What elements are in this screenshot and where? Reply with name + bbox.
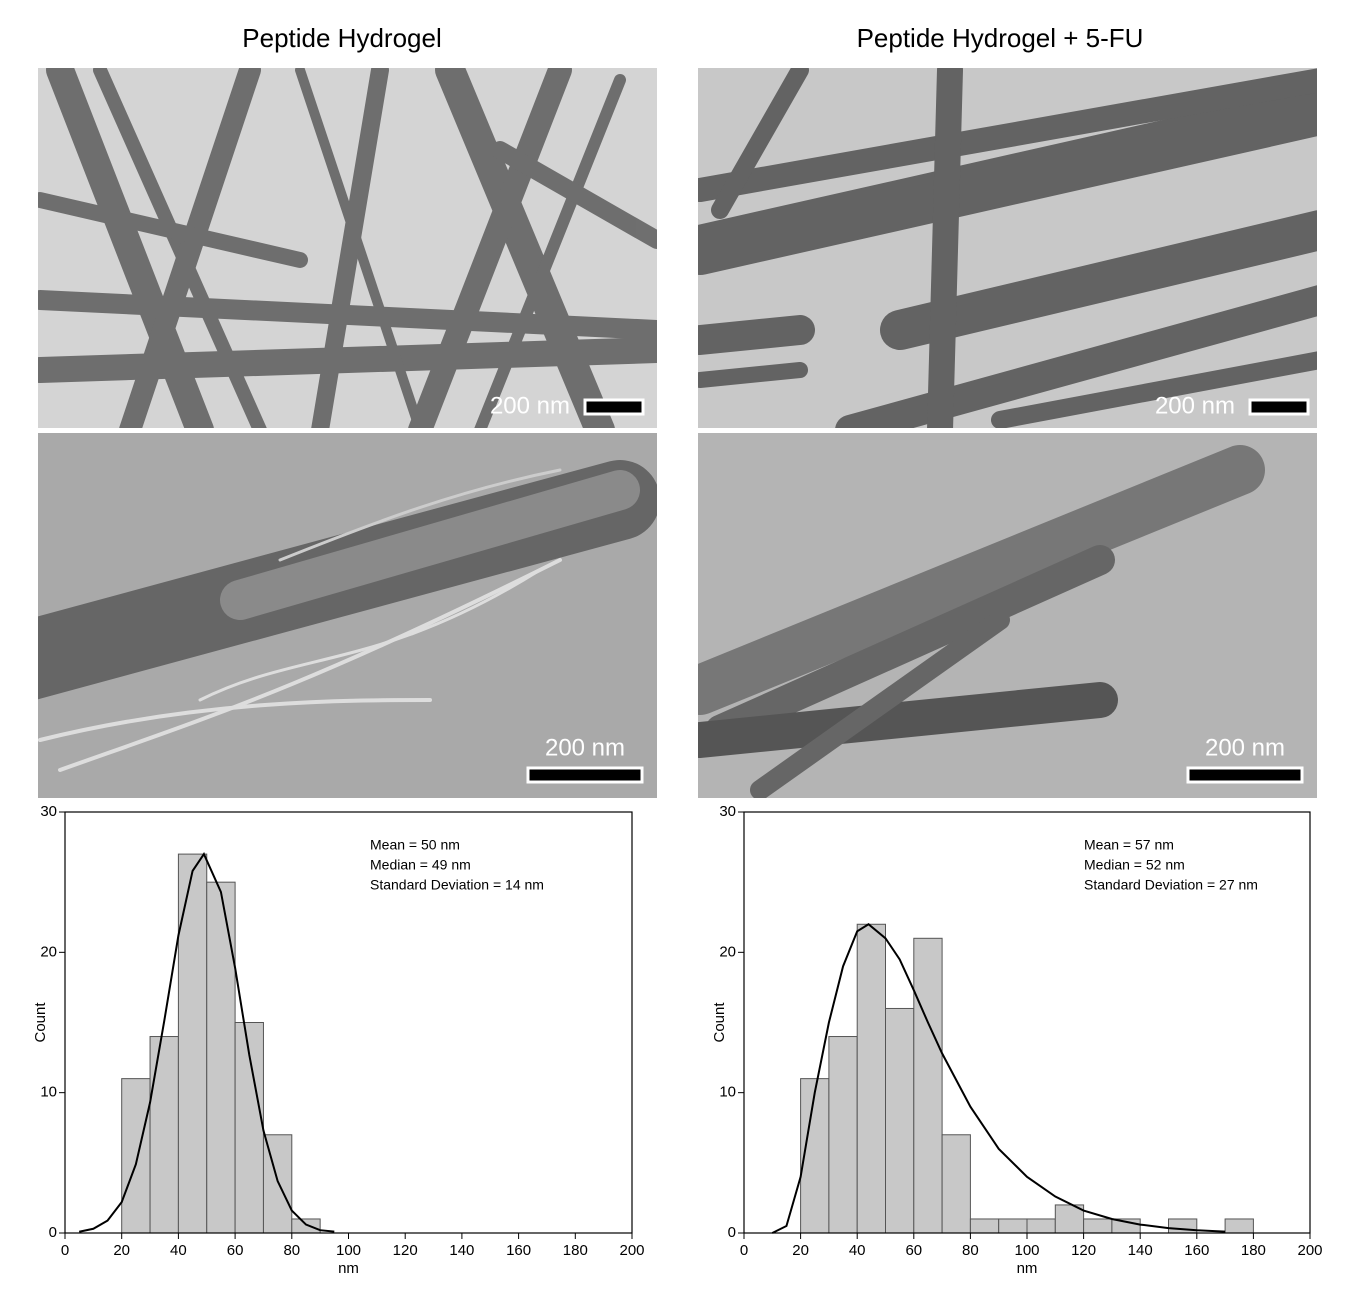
y-tick-label: 10 — [40, 1084, 57, 1101]
x-axis-label: nm — [338, 1260, 359, 1277]
bar — [1083, 1218, 1113, 1234]
tem-image — [698, 433, 1317, 798]
panel-title: Peptide Hydrogel + 5-FU — [857, 23, 1144, 53]
y-axis-label: Count — [711, 1002, 728, 1043]
bar — [913, 937, 943, 1234]
y-tick-label: 0 — [728, 1224, 736, 1241]
x-tick-label: 160 — [1184, 1242, 1209, 1259]
annotation: Mean = 57 nm — [1084, 837, 1174, 853]
bar — [262, 1134, 293, 1234]
fit-curve — [771, 923, 1226, 1234]
tem-image — [698, 68, 1317, 428]
x-tick-label: 20 — [792, 1242, 809, 1259]
bar — [828, 1036, 858, 1234]
x-tick-label: 120 — [393, 1242, 418, 1259]
x-tick-label: 80 — [962, 1242, 979, 1259]
annotation: Mean = 50 nm — [370, 837, 460, 853]
annotation: Median = 52 nm — [1084, 857, 1185, 873]
bar — [998, 1218, 1028, 1234]
x-tick-label: 100 — [336, 1242, 361, 1259]
x-tick-label: 200 — [1297, 1242, 1322, 1259]
bar — [941, 1134, 971, 1234]
x-tick-label: 40 — [849, 1242, 866, 1259]
x-tick-label: 180 — [1241, 1242, 1266, 1259]
bar — [1026, 1218, 1056, 1234]
x-tick-label: 160 — [506, 1242, 531, 1259]
panel-title: Peptide Hydrogel — [242, 23, 441, 53]
x-tick-label: 40 — [170, 1242, 187, 1259]
y-tick-label: 10 — [719, 1084, 736, 1101]
x-tick-label: 60 — [905, 1242, 922, 1259]
x-tick-label: 80 — [283, 1242, 300, 1259]
y-axis-label: Count — [32, 1002, 49, 1043]
scale-label: 200 nm — [545, 734, 625, 761]
x-tick-label: 180 — [563, 1242, 588, 1259]
bar — [800, 1078, 830, 1234]
x-tick-label: 0 — [61, 1242, 69, 1259]
fit-curve — [78, 852, 335, 1233]
scale-label: 200 nm — [490, 392, 570, 419]
x-tick-label: 100 — [1014, 1242, 1039, 1259]
x-axis-label: nm — [1017, 1260, 1038, 1277]
x-tick-label: 0 — [740, 1242, 748, 1259]
scale-label: 200 nm — [1155, 392, 1235, 419]
bar — [121, 1078, 151, 1234]
x-tick-label: 20 — [113, 1242, 130, 1259]
bar — [149, 1036, 179, 1234]
tem-image — [38, 433, 657, 798]
tem-image — [38, 68, 657, 428]
x-tick-label: 120 — [1071, 1242, 1096, 1259]
bar — [206, 881, 236, 1234]
x-tick-label: 140 — [1128, 1242, 1153, 1259]
bar — [856, 923, 887, 1234]
y-tick-label: 30 — [40, 803, 57, 820]
annotation: Standard Deviation = 14 nm — [370, 877, 544, 893]
y-tick-label: 20 — [719, 943, 736, 960]
bar — [1224, 1218, 1254, 1234]
scale-label: 200 nm — [1205, 734, 1285, 761]
y-tick-label: 20 — [40, 943, 57, 960]
bar — [1168, 1218, 1198, 1234]
bar — [885, 1007, 915, 1234]
annotation: Median = 49 nm — [370, 857, 471, 873]
x-tick-label: 60 — [227, 1242, 244, 1259]
bar — [291, 1218, 321, 1234]
y-tick-label: 30 — [719, 803, 736, 820]
x-tick-label: 200 — [619, 1242, 644, 1259]
y-tick-label: 0 — [49, 1224, 57, 1241]
x-tick-label: 140 — [449, 1242, 474, 1259]
bar — [177, 853, 208, 1234]
bar — [969, 1218, 1000, 1234]
annotation: Standard Deviation = 27 nm — [1084, 877, 1258, 893]
